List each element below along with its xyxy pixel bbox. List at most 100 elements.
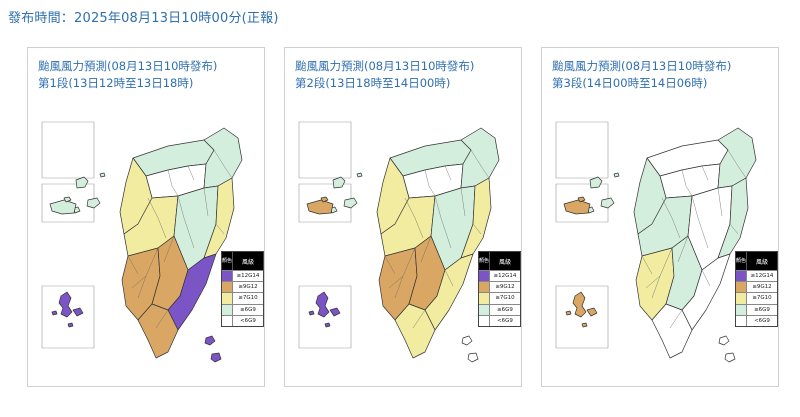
panel-period: 第1段(13日12時至13日18時) [38, 76, 194, 90]
inset-box [41, 285, 95, 349]
wind-legend: 顏色 風級 ≥12G14 ≥9G12 ≥7G10 ≥6G9 <6G9 [478, 251, 521, 327]
district-border [472, 223, 482, 235]
region-penghu [72, 307, 84, 317]
legend-row: ≥12G14 [222, 270, 263, 282]
legend-color-header: 顏色 [479, 252, 490, 270]
region-penghu [565, 310, 572, 316]
legend-header: 顏色 風級 [736, 252, 777, 270]
legend-row: ≥12G14 [479, 270, 520, 282]
inset-box [298, 121, 352, 179]
region-green-island [718, 335, 730, 346]
region-northeast [717, 127, 757, 189]
legend-label: ≥9G12 [752, 284, 772, 291]
legend-label: <6G9 [754, 317, 770, 324]
legend-swatch [736, 304, 747, 315]
district-border [137, 197, 153, 225]
release-time: 發布時間：2025年08月13日10時00分(正報) [8, 11, 279, 26]
legend-row: ≥6G9 [479, 303, 520, 315]
legend-swatch [222, 293, 233, 304]
region-penghu [329, 307, 341, 317]
legend-color-header: 顏色 [222, 252, 233, 270]
wind-legend: 顏色 風級 ≥12G14 ≥9G12 ≥7G10 ≥6G9 <6G9 [221, 251, 264, 327]
legend-swatch [736, 271, 747, 282]
region-penghu [572, 291, 587, 318]
region-penghu [308, 310, 315, 316]
legend-label: ≥9G12 [495, 284, 515, 291]
region-penghu [67, 322, 74, 328]
region-east-coast [203, 177, 235, 259]
legend-label: ≥6G9 [497, 306, 513, 313]
region-kinmen [63, 196, 72, 203]
district-border [681, 169, 693, 197]
district-border [213, 149, 233, 179]
legend-label: ≥7G10 [238, 295, 258, 302]
region-matsu [356, 172, 363, 178]
region-kinmen [306, 199, 334, 215]
district-border [163, 235, 175, 263]
inset-box [41, 121, 95, 179]
wind-map [555, 121, 757, 363]
district-border [641, 255, 653, 275]
district-border [131, 275, 147, 289]
district-border [444, 269, 454, 287]
district-border [424, 169, 436, 197]
district-border [677, 235, 689, 263]
region-matsu [332, 176, 346, 189]
region-matsu [613, 172, 620, 178]
region-kinmen [563, 199, 591, 215]
region-kinmen [320, 196, 329, 203]
legend-label: <6G9 [240, 317, 256, 324]
region-northeast [203, 127, 243, 189]
district-border [460, 187, 466, 217]
wind-forecast-panel-3: 颱風風力預測(08月13日10時發布) 第3段(14日00時至14日06時) 顏… [541, 47, 779, 387]
legend-label: ≥12G14 [750, 273, 774, 280]
district-border [404, 197, 424, 239]
district-border [434, 195, 452, 249]
district-border [203, 187, 209, 217]
legend-row: ≥9G12 [222, 281, 263, 293]
district-border [127, 255, 139, 275]
legend-label: ≥6G9 [240, 306, 256, 313]
region-east-coast [460, 177, 492, 259]
legend-row: ≥12G14 [736, 270, 777, 282]
panel-title: 颱風風力預測(08月13日10時發布) [552, 59, 732, 73]
region-penghu [324, 322, 331, 328]
legend-row: ≥9G12 [736, 281, 777, 293]
district-border [701, 269, 711, 287]
legend-label: ≥7G10 [495, 295, 515, 302]
legend-label: ≥9G12 [238, 284, 258, 291]
district-border [701, 165, 709, 181]
region-kinmen [577, 196, 586, 203]
legend-label: <6G9 [497, 317, 513, 324]
legend-header: 顏色 風級 [222, 252, 263, 270]
legend-swatch [479, 271, 490, 282]
region-green-island [461, 335, 473, 346]
legend-row: ≥7G10 [479, 292, 520, 304]
district-border [651, 197, 667, 225]
region-matsu [86, 197, 101, 209]
region-orchid-island [467, 352, 479, 363]
inset-box [555, 285, 609, 349]
legend-label: ≥12G14 [493, 273, 517, 280]
district-border [384, 255, 396, 275]
legend-row: <6G9 [222, 314, 263, 326]
district-border [691, 195, 709, 249]
legend-color-header: 顏色 [736, 252, 747, 270]
wind-forecast-panel-1: 颱風風力預測(08月13日10時發布) 第1段(13日12時至13日18時) 顏… [27, 47, 265, 387]
district-border [388, 275, 404, 289]
region-east-coast [717, 177, 749, 259]
district-border [177, 195, 195, 249]
legend-swatch [222, 271, 233, 282]
region-northeast [460, 127, 500, 189]
legend-swatch [479, 293, 490, 304]
region-green-island [204, 335, 216, 346]
district-border [155, 309, 169, 329]
region-matsu [589, 176, 603, 189]
district-border [420, 235, 432, 263]
legend-label: ≥12G14 [236, 273, 260, 280]
legend-header: 顏色 風級 [479, 252, 520, 270]
legend-row: <6G9 [479, 314, 520, 326]
region-orchid-island [210, 352, 222, 363]
legend-level-header: 風級 [241, 258, 254, 266]
legend-swatch [222, 315, 233, 326]
